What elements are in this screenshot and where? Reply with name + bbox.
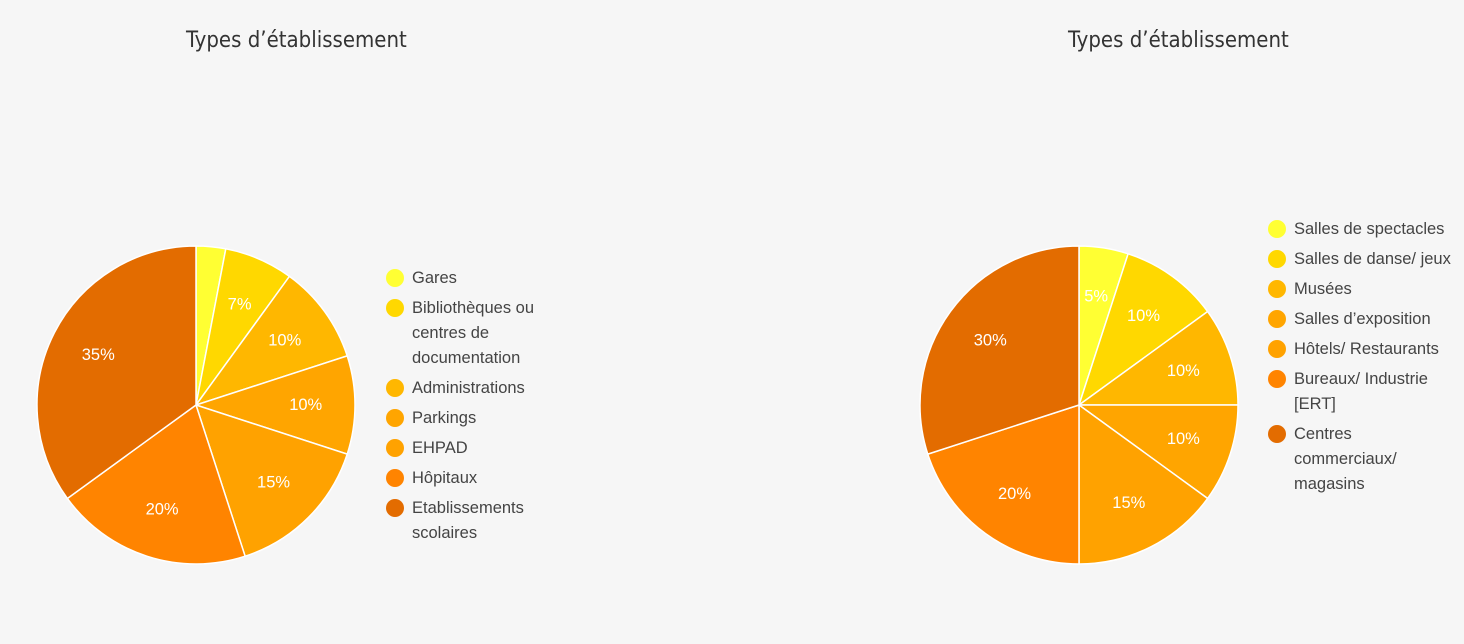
legend-item: Administrations bbox=[386, 376, 586, 401]
pie-chart-left: Types d’établissement 7% 10% 10% 15% 20% 35% … bbox=[0, 0, 720, 644]
slice-label: 15% bbox=[257, 474, 290, 492]
legend-label: Hôtels/ Restaurants bbox=[1294, 340, 1439, 358]
pie-slice bbox=[194, 275, 349, 407]
legend-item: EHPAD bbox=[386, 436, 586, 461]
legend-item: Hôpitaux bbox=[386, 466, 586, 491]
pie-slice bbox=[1077, 252, 1209, 407]
legend-swatch bbox=[1268, 310, 1286, 328]
pie-chart-right: Types d’établissement 5% 10% 10% 10% 15% 20% 3… bbox=[860, 0, 1464, 644]
legend-swatch bbox=[1268, 425, 1286, 443]
legend-swatch bbox=[1268, 280, 1286, 298]
slice-label: 35% bbox=[82, 346, 115, 364]
pie-slice bbox=[1076, 310, 1239, 406]
slice-label: 5% bbox=[1084, 288, 1108, 306]
pie-slice bbox=[194, 403, 349, 558]
slice-label: 10% bbox=[1167, 362, 1200, 380]
legend-item: Salles de spectacles bbox=[1268, 217, 1458, 242]
pie-slice bbox=[919, 245, 1080, 456]
legend-label: Parkings bbox=[412, 409, 477, 427]
slice-label: 10% bbox=[268, 332, 301, 350]
legend-item: Salles de danse/ jeux bbox=[1268, 247, 1458, 272]
slice-label: 20% bbox=[998, 485, 1031, 503]
legend-swatch bbox=[386, 269, 404, 287]
legend-swatch bbox=[386, 409, 404, 427]
legend-swatch bbox=[386, 469, 404, 487]
legend-label: Hôpitaux bbox=[412, 469, 478, 487]
legend-swatch bbox=[1268, 340, 1286, 358]
pie-slice bbox=[66, 403, 247, 565]
legend-label: Etablissements scolaires bbox=[412, 499, 524, 542]
legend-item: Bureaux/ Industrie [ERT] bbox=[1268, 367, 1458, 417]
legend-label: Administrations bbox=[412, 379, 525, 397]
legend: Salles de spectacles Salles de danse/ jeu… bbox=[1268, 217, 1458, 502]
legend-item: Bibliothèques ou centres de documentatio… bbox=[386, 296, 586, 371]
legend-swatch bbox=[1268, 220, 1286, 238]
legend-swatch bbox=[386, 439, 404, 457]
legend-swatch bbox=[386, 299, 404, 317]
legend-label: Salles de danse/ jeux bbox=[1294, 250, 1451, 268]
pie-slice bbox=[1076, 404, 1239, 500]
slice-label: 10% bbox=[1127, 307, 1160, 325]
slice-label: 7% bbox=[228, 295, 252, 313]
chart-title: Types d’établissement bbox=[1068, 28, 1289, 53]
pie-slice bbox=[36, 245, 197, 500]
legend-label: Bureaux/ Industrie [ERT] bbox=[1294, 370, 1428, 413]
legend-item: Parkings bbox=[386, 406, 586, 431]
legend-label: Centres commerciaux/ magasins bbox=[1294, 425, 1397, 493]
legend-item: Etablissements scolaires bbox=[386, 496, 586, 546]
pie-plot: 7% 10% 10% 15% 20% 35% bbox=[36, 245, 356, 565]
legend-item: Centres commerciaux/ magasins bbox=[1268, 422, 1458, 497]
legend-item: Musées bbox=[1268, 277, 1458, 302]
legend-label: Gares bbox=[412, 269, 457, 287]
slice-label: 30% bbox=[974, 332, 1007, 350]
legend-swatch bbox=[1268, 250, 1286, 268]
slice-label: 10% bbox=[1167, 430, 1200, 448]
pie-slice bbox=[1078, 403, 1209, 565]
pie-plot: 5% 10% 10% 10% 15% 20% 30% bbox=[919, 245, 1239, 565]
legend: Gares Bibliothèques ou centres de documen… bbox=[386, 266, 586, 551]
legend-label: Musées bbox=[1294, 280, 1352, 298]
legend-item: Hôtels/ Restaurants bbox=[1268, 337, 1458, 362]
legend-swatch bbox=[386, 499, 404, 517]
legend-swatch bbox=[1268, 370, 1286, 388]
legend-label: EHPAD bbox=[412, 439, 468, 457]
slice-label: 20% bbox=[146, 500, 179, 518]
legend-item: Salles d’exposition bbox=[1268, 307, 1458, 332]
legend-label: Bibliothèques ou centres de documentatio… bbox=[412, 299, 535, 367]
legend-item: Gares bbox=[386, 266, 586, 291]
legend-label: Salles d’exposition bbox=[1294, 310, 1431, 328]
slice-label: 15% bbox=[1112, 494, 1145, 512]
chart-title: Types d’établissement bbox=[186, 28, 407, 53]
pie-slice bbox=[193, 354, 356, 456]
legend-label: Salles de spectacles bbox=[1294, 220, 1445, 238]
slice-label: 10% bbox=[289, 396, 322, 414]
legend-swatch bbox=[386, 379, 404, 397]
pie-slice bbox=[926, 403, 1080, 565]
